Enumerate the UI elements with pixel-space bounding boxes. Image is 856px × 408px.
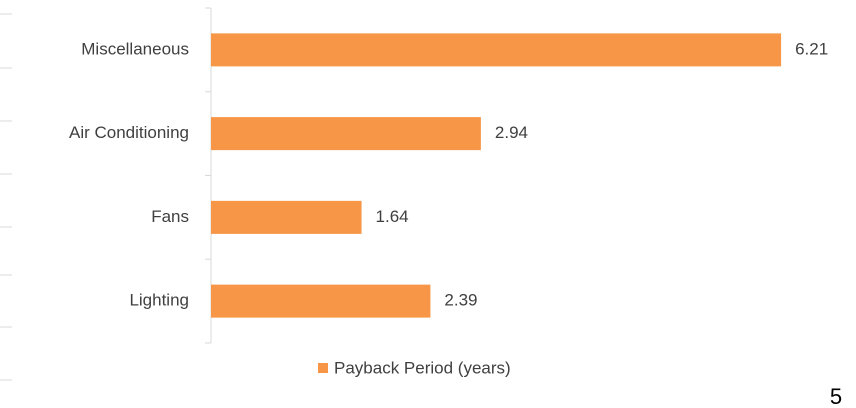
bar	[211, 200, 362, 234]
data-label: 1.64	[376, 207, 409, 226]
data-label: 2.94	[495, 123, 528, 142]
category-label: Lighting	[129, 291, 189, 310]
side-decoration	[0, 13, 12, 381]
data-label: 6.21	[795, 39, 828, 58]
category-label: Miscellaneous	[81, 39, 189, 58]
legend-swatch	[318, 363, 328, 373]
bar	[211, 284, 431, 318]
bar	[211, 117, 481, 151]
data-label: 2.39	[444, 291, 477, 310]
page-number: 5	[830, 384, 842, 408]
category-label: Air Conditioning	[69, 123, 189, 142]
bar	[211, 33, 782, 67]
category-label: Fans	[151, 207, 189, 226]
legend-label: Payback Period (years)	[334, 358, 511, 377]
